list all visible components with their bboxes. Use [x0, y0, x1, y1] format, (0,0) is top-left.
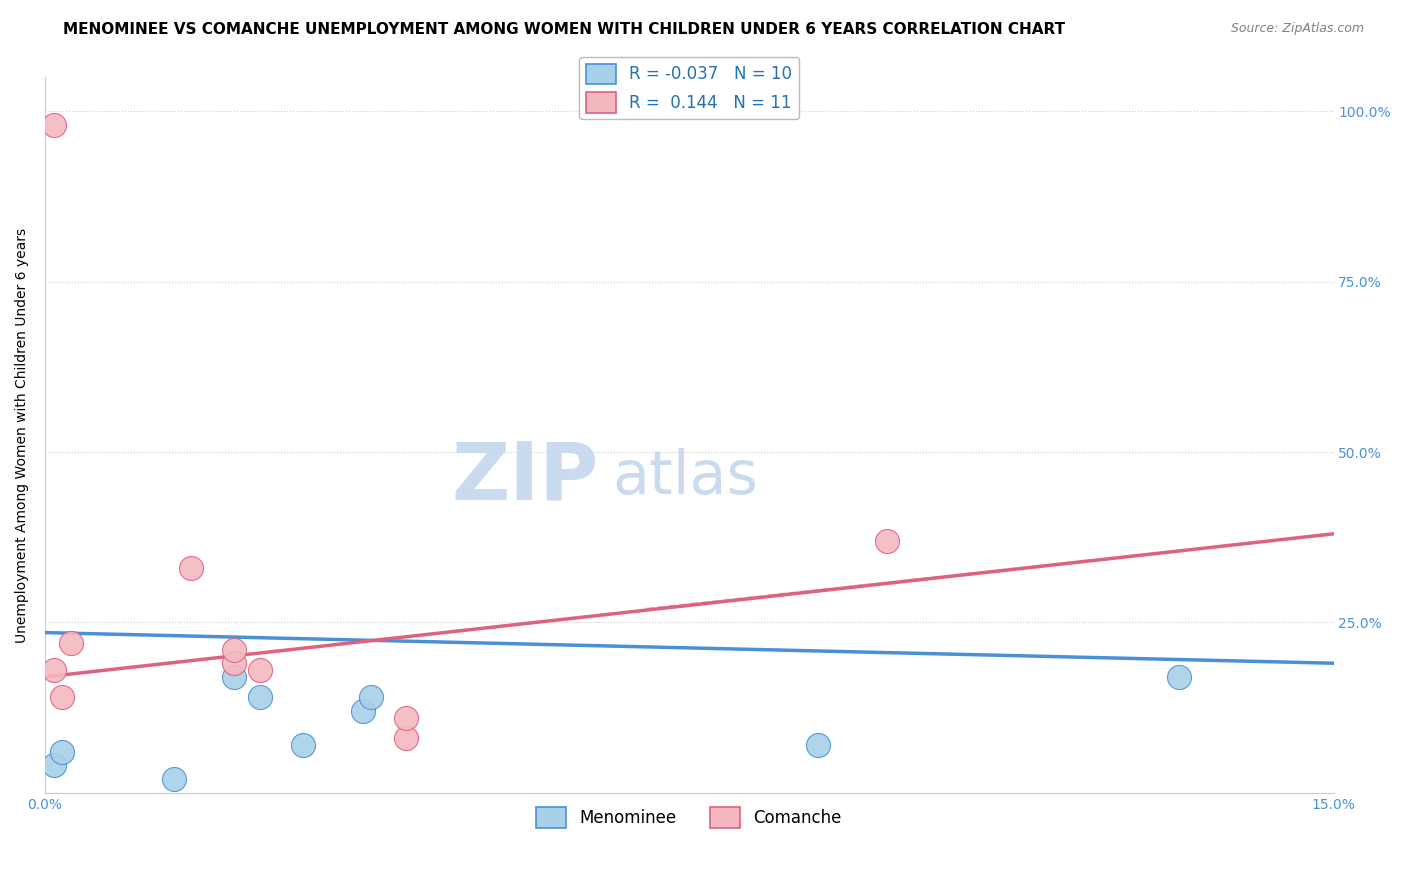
Point — [249, 663, 271, 677]
Point — [360, 690, 382, 705]
Point — [163, 772, 186, 786]
Point — [51, 745, 73, 759]
Point — [352, 704, 374, 718]
Point — [222, 642, 245, 657]
Text: ZIP: ZIP — [451, 439, 599, 517]
Point — [291, 738, 314, 752]
Point — [395, 731, 418, 746]
Point — [1167, 670, 1189, 684]
Point — [42, 758, 65, 772]
Point — [395, 711, 418, 725]
Legend: Menominee, Comanche: Menominee, Comanche — [530, 801, 849, 834]
Point — [249, 690, 271, 705]
Text: Source: ZipAtlas.com: Source: ZipAtlas.com — [1230, 22, 1364, 36]
Y-axis label: Unemployment Among Women with Children Under 6 years: Unemployment Among Women with Children U… — [15, 227, 30, 642]
Text: MENOMINEE VS COMANCHE UNEMPLOYMENT AMONG WOMEN WITH CHILDREN UNDER 6 YEARS CORRE: MENOMINEE VS COMANCHE UNEMPLOYMENT AMONG… — [63, 22, 1066, 37]
Point — [876, 533, 898, 548]
Point — [180, 561, 202, 575]
Point — [42, 663, 65, 677]
Point — [42, 118, 65, 132]
Point — [807, 738, 830, 752]
Point — [51, 690, 73, 705]
Text: atlas: atlas — [612, 449, 758, 508]
Point — [222, 670, 245, 684]
Point — [59, 636, 82, 650]
Point — [222, 657, 245, 671]
